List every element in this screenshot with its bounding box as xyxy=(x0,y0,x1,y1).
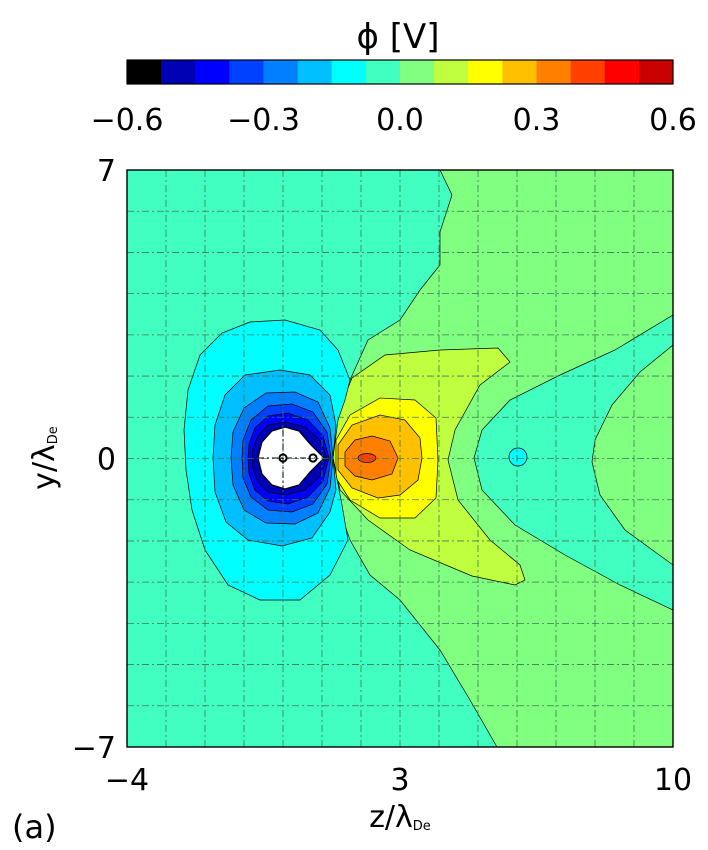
colorbar-swatch xyxy=(127,60,162,84)
colorbar-swatch xyxy=(229,60,264,84)
colorbar-tick-label: 0.0 xyxy=(376,103,424,138)
panel-label: (a) xyxy=(12,808,57,846)
x-axis-label: z/λDe xyxy=(369,800,431,835)
plot-frame xyxy=(126,169,674,748)
colorbar-swatch xyxy=(365,60,401,84)
colorbar-swatch xyxy=(638,60,674,84)
colorbar-swatch xyxy=(604,60,640,84)
region-positive-maximum xyxy=(357,453,377,463)
region-negative-island xyxy=(508,447,528,467)
colorbar-swatch xyxy=(570,60,606,84)
colorbar-swatch xyxy=(434,60,469,84)
object-center-marker xyxy=(278,453,288,463)
y-tick-label: 7 xyxy=(97,154,116,189)
x-tick-labels: −4 3 10 xyxy=(105,763,692,798)
x-tick-label: 3 xyxy=(390,763,409,798)
object-edge-marker xyxy=(308,453,318,463)
x-tick-label: −4 xyxy=(105,763,149,798)
y-tick-label: −7 xyxy=(72,731,116,766)
x-tick-label: 10 xyxy=(654,763,692,798)
y-tick-labels: 7 0 −7 xyxy=(72,154,116,766)
colorbar-swatch xyxy=(195,60,230,84)
colorbar-title: ϕ [V] xyxy=(356,17,439,57)
colorbar-swatch xyxy=(502,60,537,84)
colorbar-swatch xyxy=(468,60,503,84)
colorbar-tick-label: 0.3 xyxy=(513,103,561,138)
colorbar-swatch xyxy=(331,60,367,84)
plot-area xyxy=(127,170,673,747)
colorbar-swatch xyxy=(536,60,572,84)
colorbar-swatch xyxy=(297,60,333,84)
colorbar-frame xyxy=(126,59,674,85)
colorbar-swatch xyxy=(263,60,299,84)
colorbar xyxy=(126,59,674,85)
colorbar-tick-label: −0.6 xyxy=(91,103,164,138)
colorbar-tick-label: −0.3 xyxy=(227,103,300,138)
y-axis-label: y/λDe xyxy=(27,426,62,490)
colorbar-tick-label: 0.6 xyxy=(649,103,697,138)
colorbar-tick-labels: −0.6 −0.3 0.0 0.3 0.6 xyxy=(91,103,697,138)
region-far-right-lobe xyxy=(591,344,673,566)
colorbar-swatch xyxy=(400,60,435,84)
y-tick-label: 0 xyxy=(97,443,116,478)
colorbar-swatch xyxy=(161,60,196,84)
